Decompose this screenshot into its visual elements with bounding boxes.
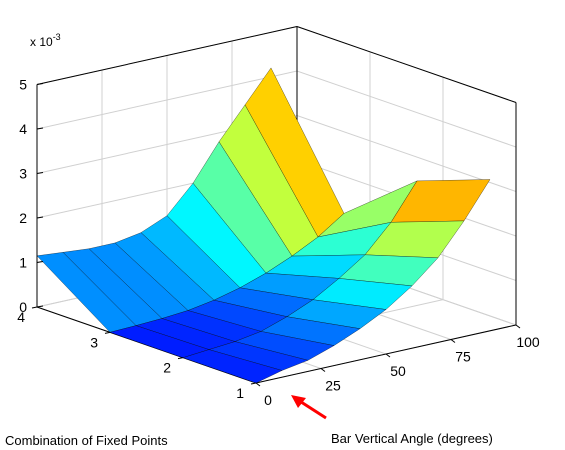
- y-axis-label: Combination of Fixed Points: [5, 433, 168, 448]
- x-axis-label: Bar Vertical Angle (degrees): [331, 431, 493, 446]
- z-tick: [36, 127, 44, 130]
- z-tick-label: 3: [19, 166, 27, 182]
- x-tick-label: 75: [455, 349, 471, 365]
- y-tick: [250, 382, 257, 385]
- x-tick-label: 25: [325, 378, 341, 394]
- x-tick-label: 50: [390, 363, 406, 379]
- box-edge: [36, 26, 298, 85]
- y-tick: [31, 306, 38, 309]
- x-tick: [255, 382, 261, 387]
- z-tick: [36, 261, 44, 263]
- y-tick-label: 3: [90, 334, 98, 350]
- annotation-arrow: [291, 395, 327, 420]
- z-tick-label: 1: [19, 255, 27, 271]
- x-tick: [320, 368, 326, 372]
- surface-patch: [182, 349, 283, 384]
- y-tick: [104, 331, 111, 334]
- y-tick-label: 2: [163, 360, 171, 376]
- z-tick: [36, 216, 44, 219]
- x-tick-label: 0: [264, 392, 272, 408]
- y-tick: [177, 357, 184, 360]
- z-tick: [36, 172, 44, 174]
- x-tick: [450, 339, 456, 343]
- z-tick-label: 4: [19, 121, 27, 137]
- exponent-label: x 10-3: [30, 32, 61, 49]
- z-tick-label: 0: [19, 299, 27, 315]
- surface-mesh: [36, 67, 491, 384]
- z-tick: [36, 83, 44, 85]
- box-edge: [296, 26, 517, 103]
- x-tick-label: 100: [516, 334, 540, 350]
- y-tick-label: 4: [17, 309, 25, 325]
- x-tick: [515, 324, 521, 329]
- z-tick-label: 5: [19, 77, 27, 93]
- y-tick-label: 1: [236, 385, 244, 401]
- x-tick: [385, 353, 391, 358]
- z-tick: [36, 305, 44, 308]
- z-tick-label: 2: [19, 210, 27, 226]
